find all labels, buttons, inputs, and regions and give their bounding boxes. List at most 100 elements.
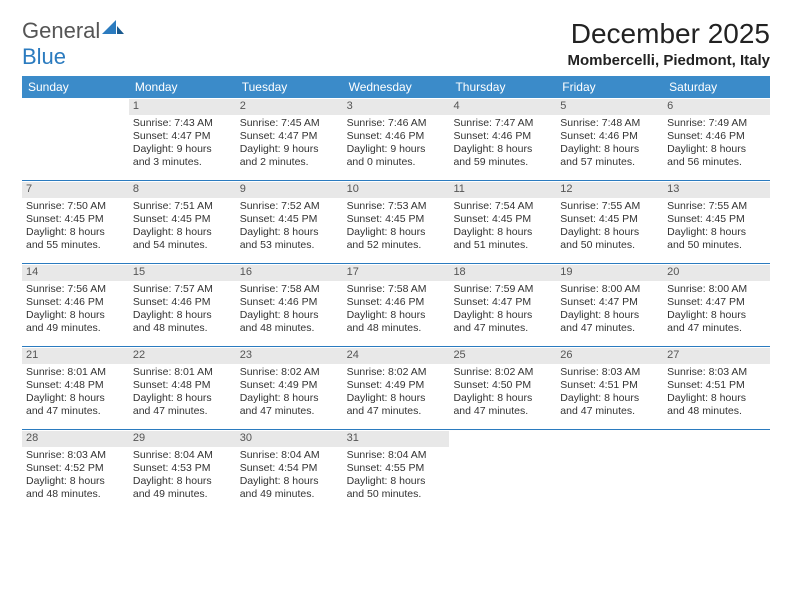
day-of-week-header: Friday xyxy=(556,76,663,98)
day-detail-line: and 0 minutes. xyxy=(347,156,446,169)
day-detail-line: Sunset: 4:45 PM xyxy=(26,213,125,226)
day-detail-line: Sunrise: 8:00 AM xyxy=(560,283,659,296)
day-cell: 30Sunrise: 8:04 AMSunset: 4:54 PMDayligh… xyxy=(236,430,343,512)
day-detail-line: Sunrise: 7:51 AM xyxy=(133,200,232,213)
day-detail-line: and 52 minutes. xyxy=(347,239,446,252)
day-cell: 27Sunrise: 8:03 AMSunset: 4:51 PMDayligh… xyxy=(663,347,770,429)
day-number: 22 xyxy=(129,348,236,364)
day-detail-line: Daylight: 8 hours xyxy=(347,475,446,488)
day-detail-line: and 47 minutes. xyxy=(26,405,125,418)
day-number: 24 xyxy=(343,348,450,364)
calendar-grid: SundayMondayTuesdayWednesdayThursdayFrid… xyxy=(22,76,770,512)
day-detail-line: Sunrise: 7:46 AM xyxy=(347,117,446,130)
day-detail-line: Sunrise: 7:50 AM xyxy=(26,200,125,213)
brand-text: General Blue xyxy=(22,18,124,70)
day-detail-line: Sunset: 4:50 PM xyxy=(453,379,552,392)
day-cell: 11Sunrise: 7:54 AMSunset: 4:45 PMDayligh… xyxy=(449,181,556,263)
day-detail-line: Daylight: 8 hours xyxy=(26,226,125,239)
day-detail-line: and 3 minutes. xyxy=(133,156,232,169)
day-detail-line: Daylight: 8 hours xyxy=(560,309,659,322)
day-number: 3 xyxy=(343,99,450,115)
day-detail-line: Sunrise: 7:58 AM xyxy=(240,283,339,296)
day-detail-line: and 48 minutes. xyxy=(347,322,446,335)
day-number: 25 xyxy=(449,348,556,364)
day-detail-line: Sunset: 4:47 PM xyxy=(453,296,552,309)
day-detail-line: Sunset: 4:46 PM xyxy=(26,296,125,309)
day-cell: 23Sunrise: 8:02 AMSunset: 4:49 PMDayligh… xyxy=(236,347,343,429)
day-number: 23 xyxy=(236,348,343,364)
day-detail-line: Sunrise: 7:43 AM xyxy=(133,117,232,130)
day-cell: 6Sunrise: 7:49 AMSunset: 4:46 PMDaylight… xyxy=(663,98,770,180)
day-detail-line: Sunset: 4:51 PM xyxy=(667,379,766,392)
day-detail-line: Sunset: 4:53 PM xyxy=(133,462,232,475)
day-number: 17 xyxy=(343,265,450,281)
day-detail-line: and 57 minutes. xyxy=(560,156,659,169)
day-detail-line: Daylight: 9 hours xyxy=(133,143,232,156)
day-cell: 5Sunrise: 7:48 AMSunset: 4:46 PMDaylight… xyxy=(556,98,663,180)
day-detail-line: and 47 minutes. xyxy=(453,405,552,418)
day-detail-line: Sunset: 4:45 PM xyxy=(133,213,232,226)
day-detail-line: Sunrise: 8:02 AM xyxy=(347,366,446,379)
day-of-week-header: Monday xyxy=(129,76,236,98)
day-cell: 12Sunrise: 7:55 AMSunset: 4:45 PMDayligh… xyxy=(556,181,663,263)
day-cell: 15Sunrise: 7:57 AMSunset: 4:46 PMDayligh… xyxy=(129,264,236,346)
day-cell: 1Sunrise: 7:43 AMSunset: 4:47 PMDaylight… xyxy=(129,98,236,180)
day-detail-line: Sunset: 4:52 PM xyxy=(26,462,125,475)
day-cell: 26Sunrise: 8:03 AMSunset: 4:51 PMDayligh… xyxy=(556,347,663,429)
day-detail-line: Sunrise: 8:04 AM xyxy=(240,449,339,462)
day-cell xyxy=(449,430,556,512)
day-number: 18 xyxy=(449,265,556,281)
day-detail-line: and 48 minutes. xyxy=(26,488,125,501)
day-detail-line: and 47 minutes. xyxy=(347,405,446,418)
day-detail-line: and 55 minutes. xyxy=(26,239,125,252)
day-cell: 8Sunrise: 7:51 AMSunset: 4:45 PMDaylight… xyxy=(129,181,236,263)
day-number: 7 xyxy=(22,182,129,198)
day-number: 15 xyxy=(129,265,236,281)
day-number: 5 xyxy=(556,99,663,115)
day-detail-line: and 56 minutes. xyxy=(667,156,766,169)
day-detail-line: and 59 minutes. xyxy=(453,156,552,169)
day-number: 28 xyxy=(22,431,129,447)
day-detail-line: Daylight: 8 hours xyxy=(560,226,659,239)
day-detail-line: Sunset: 4:49 PM xyxy=(240,379,339,392)
day-cell: 25Sunrise: 8:02 AMSunset: 4:50 PMDayligh… xyxy=(449,347,556,429)
day-detail-line: Sunset: 4:46 PM xyxy=(240,296,339,309)
day-cell: 22Sunrise: 8:01 AMSunset: 4:48 PMDayligh… xyxy=(129,347,236,429)
day-detail-line: Daylight: 9 hours xyxy=(347,143,446,156)
day-detail-line: and 47 minutes. xyxy=(453,322,552,335)
day-detail-line: Daylight: 8 hours xyxy=(240,226,339,239)
day-detail-line: Daylight: 8 hours xyxy=(667,143,766,156)
day-detail-line: Daylight: 8 hours xyxy=(347,392,446,405)
day-number: 10 xyxy=(343,182,450,198)
day-detail-line: Sunrise: 7:45 AM xyxy=(240,117,339,130)
day-cell: 31 Sunrise: 8:04 AMSunset: 4:55 PMDayligh… xyxy=(343,430,450,512)
day-detail-line: Sunrise: 7:52 AM xyxy=(240,200,339,213)
day-detail-line: Sunset: 4:55 PM xyxy=(347,462,446,475)
day-detail-line: Sunset: 4:46 PM xyxy=(667,130,766,143)
day-detail-line: Daylight: 8 hours xyxy=(133,226,232,239)
day-of-week-header: Thursday xyxy=(449,76,556,98)
day-number: 26 xyxy=(556,348,663,364)
day-number: 2 xyxy=(236,99,343,115)
day-cell: 19Sunrise: 8:00 AMSunset: 4:47 PMDayligh… xyxy=(556,264,663,346)
week-row: 7Sunrise: 7:50 AMSunset: 4:45 PMDaylight… xyxy=(22,181,770,264)
day-detail-line: and 53 minutes. xyxy=(240,239,339,252)
day-cell: 2Sunrise: 7:45 AMSunset: 4:47 PMDaylight… xyxy=(236,98,343,180)
day-number: 31 xyxy=(343,431,450,447)
day-detail-line: and 54 minutes. xyxy=(133,239,232,252)
day-cell: 28Sunrise: 8:03 AMSunset: 4:52 PMDayligh… xyxy=(22,430,129,512)
day-number: 13 xyxy=(663,182,770,198)
day-cell: 3Sunrise: 7:46 AMSunset: 4:46 PMDaylight… xyxy=(343,98,450,180)
day-number: 6 xyxy=(663,99,770,115)
day-detail-line: Daylight: 8 hours xyxy=(667,226,766,239)
day-detail-line: Sunrise: 8:04 AM xyxy=(347,449,446,462)
day-cell: 13Sunrise: 7:55 AMSunset: 4:45 PMDayligh… xyxy=(663,181,770,263)
day-detail-line: Sunrise: 7:58 AM xyxy=(347,283,446,296)
header: General Blue December 2025 Mombercelli, … xyxy=(22,18,770,70)
day-of-week-header: Saturday xyxy=(663,76,770,98)
day-detail-line: Daylight: 8 hours xyxy=(347,309,446,322)
day-number: 14 xyxy=(22,265,129,281)
day-detail-line: Sunrise: 7:56 AM xyxy=(26,283,125,296)
day-number: 16 xyxy=(236,265,343,281)
day-detail-line: Daylight: 8 hours xyxy=(560,143,659,156)
